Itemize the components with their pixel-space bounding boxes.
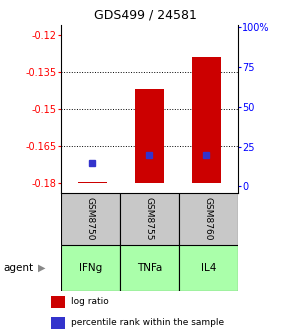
Bar (135, 89, 164, 183)
Text: GDS499 / 24581: GDS499 / 24581 (94, 8, 196, 22)
Text: log ratio: log ratio (71, 297, 109, 306)
Text: TNFa: TNFa (137, 263, 162, 273)
Text: GSM8750: GSM8750 (86, 198, 95, 241)
Bar (78, 182, 106, 183)
Text: ▶: ▶ (38, 263, 46, 273)
Bar (120, 245, 179, 291)
Text: percentile rank within the sample: percentile rank within the sample (71, 319, 224, 328)
Bar (192, 57, 221, 183)
Text: GSM8755: GSM8755 (145, 198, 154, 241)
Text: agent: agent (3, 263, 33, 273)
Bar (50, 296, 65, 308)
Text: IFNg: IFNg (79, 263, 102, 273)
Bar (179, 193, 238, 245)
Bar (61, 193, 120, 245)
Text: IL4: IL4 (201, 263, 216, 273)
Bar (50, 317, 65, 329)
Bar (120, 193, 179, 245)
Bar (179, 245, 238, 291)
Text: GSM8760: GSM8760 (204, 198, 213, 241)
Bar (61, 245, 120, 291)
